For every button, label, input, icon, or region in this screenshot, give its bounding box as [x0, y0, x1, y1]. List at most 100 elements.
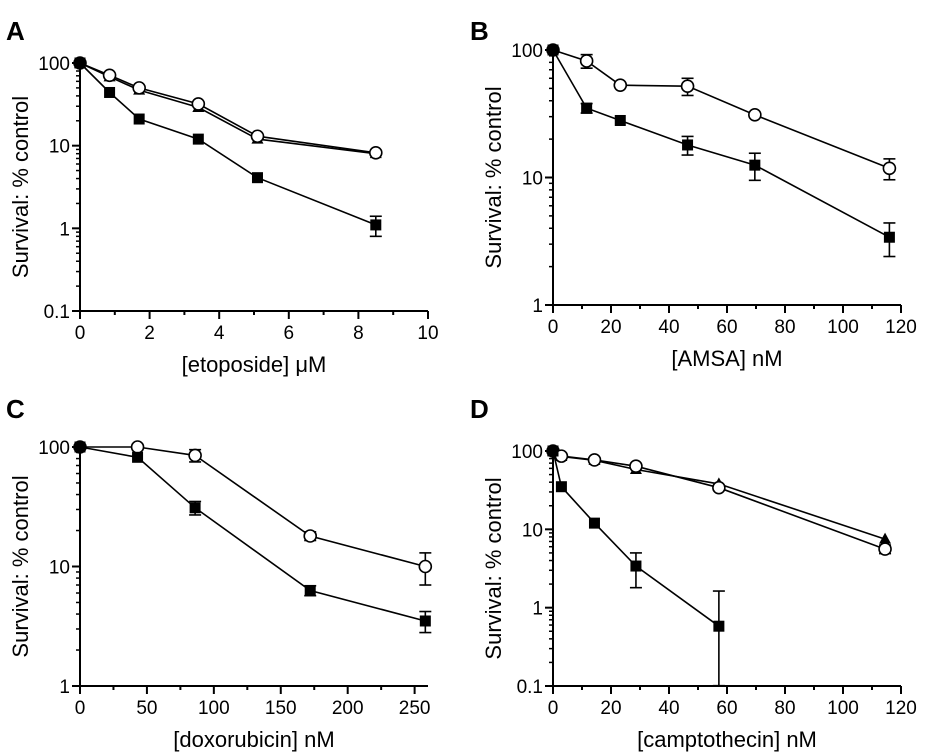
- data-point-square-b: [548, 45, 559, 56]
- panel-letter-d: D: [470, 394, 489, 424]
- data-point-square-d: [548, 446, 559, 457]
- y-tick-label-c: 10: [49, 558, 70, 579]
- x-tick-label-d: 120: [885, 698, 917, 719]
- panel-letter-b: B: [470, 16, 489, 46]
- data-point-square-d: [713, 621, 724, 632]
- y-tick-label-d: 1: [532, 599, 543, 620]
- x-axis-title-b: [AMSA] nM: [671, 346, 782, 371]
- series-line-circle-a: [80, 63, 376, 153]
- data-point-circle-a: [104, 69, 116, 81]
- y-tick-label-d: 0.1: [517, 677, 543, 698]
- x-tick-label-b: 100: [827, 317, 859, 338]
- x-axis-title-d: [camptothecin] nM: [637, 727, 817, 752]
- data-point-square-b: [749, 160, 760, 171]
- series-line-triangle-a: [80, 63, 376, 154]
- x-tick-label-b: 0: [548, 317, 559, 338]
- data-point-square-b: [581, 103, 592, 114]
- data-point-square-d: [630, 561, 641, 572]
- data-point-square-c: [190, 502, 201, 513]
- y-tick-label-a: 100: [38, 54, 70, 75]
- x-tick-label-d: 20: [600, 698, 621, 719]
- series-line-triangle-d: [553, 451, 885, 539]
- x-tick-label-b: 60: [716, 317, 737, 338]
- panel-letter-c: C: [6, 394, 25, 424]
- data-point-circle-d: [630, 460, 642, 472]
- data-point-circle-a: [133, 82, 145, 94]
- x-tick-label-c: 150: [265, 698, 297, 719]
- data-point-square-a: [75, 58, 86, 69]
- data-point-square-a: [104, 87, 115, 98]
- x-tick-label-a: 6: [284, 323, 295, 344]
- data-point-square-a: [193, 134, 204, 145]
- x-tick-label-a: 10: [417, 323, 438, 344]
- data-point-circle-c: [132, 441, 144, 453]
- y-tick-label-c: 100: [38, 438, 70, 459]
- data-point-circle-c: [419, 561, 431, 573]
- series-line-square-b: [553, 50, 889, 237]
- data-point-circle-a: [251, 130, 263, 142]
- data-point-square-c: [305, 585, 316, 596]
- series-line-square-c: [80, 447, 425, 621]
- y-tick-label-b: 100: [511, 41, 543, 62]
- x-tick-label-c: 250: [399, 698, 431, 719]
- data-point-square-d: [589, 518, 600, 529]
- data-point-square-a: [370, 219, 381, 230]
- x-tick-label-a: 2: [144, 323, 155, 344]
- x-tick-label-c: 200: [332, 698, 364, 719]
- y-tick-label-c: 1: [59, 677, 70, 698]
- data-point-circle-b: [749, 109, 761, 121]
- x-tick-label-b: 20: [600, 317, 621, 338]
- data-point-circle-a: [192, 98, 204, 110]
- data-point-circle-d: [588, 454, 600, 466]
- y-tick-label-d: 100: [511, 442, 543, 463]
- x-tick-label-d: 0: [548, 698, 559, 719]
- data-point-circle-d: [713, 482, 725, 494]
- data-point-circle-b: [581, 55, 593, 67]
- y-tick-label-d: 10: [522, 520, 543, 541]
- y-axis-title-c: Survival: % control: [8, 475, 33, 657]
- x-tick-label-c: 0: [75, 698, 86, 719]
- data-point-circle-c: [189, 449, 201, 461]
- series-line-square-a: [80, 63, 376, 225]
- x-tick-label-b: 40: [658, 317, 679, 338]
- panel-letter-a: A: [6, 16, 25, 46]
- y-axis-title-a: Survival: % control: [8, 96, 33, 278]
- x-tick-label-c: 50: [136, 698, 157, 719]
- data-point-square-c: [132, 452, 143, 463]
- data-point-square-b: [884, 232, 895, 243]
- series-line-circle-b: [553, 50, 889, 168]
- y-tick-label-b: 1: [532, 296, 543, 317]
- data-point-circle-a: [370, 147, 382, 159]
- x-tick-label-d: 100: [827, 698, 859, 719]
- data-point-circle-b: [614, 79, 626, 91]
- y-tick-label-a: 10: [49, 137, 70, 158]
- y-axis-title-b: Survival: % control: [481, 86, 506, 268]
- x-tick-label-b: 120: [885, 317, 917, 338]
- x-tick-label-d: 40: [658, 698, 679, 719]
- data-point-square-a: [134, 114, 145, 125]
- data-point-square-a: [252, 172, 263, 183]
- x-axis-title-c: [doxorubicin] nM: [173, 727, 334, 752]
- x-tick-label-d: 60: [716, 698, 737, 719]
- x-tick-label-d: 80: [774, 698, 795, 719]
- data-point-square-c: [420, 615, 431, 626]
- x-axis-title-a: [etoposide] μM: [182, 352, 327, 377]
- series-line-circle-d: [553, 451, 885, 549]
- data-point-circle-d: [879, 543, 891, 555]
- series-line-square-d: [553, 451, 719, 626]
- x-tick-label-b: 80: [774, 317, 795, 338]
- x-tick-label-a: 8: [353, 323, 364, 344]
- x-tick-label-c: 100: [198, 698, 230, 719]
- y-tick-label-b: 10: [522, 169, 543, 190]
- data-point-square-c: [75, 442, 86, 453]
- data-point-circle-c: [304, 530, 316, 542]
- data-point-square-b: [682, 139, 693, 150]
- data-point-circle-b: [883, 162, 895, 174]
- x-tick-label-a: 0: [75, 323, 86, 344]
- x-tick-label-a: 4: [214, 323, 225, 344]
- data-point-square-b: [615, 115, 626, 126]
- data-point-circle-b: [682, 80, 694, 92]
- y-tick-label-a: 0.1: [44, 302, 70, 323]
- data-point-square-d: [556, 481, 567, 492]
